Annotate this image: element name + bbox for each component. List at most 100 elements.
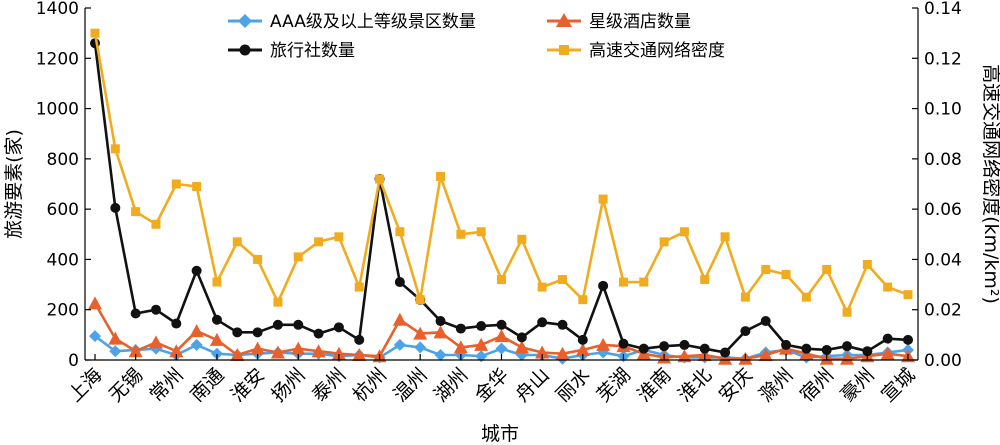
- data-point-circle: [577, 334, 588, 345]
- legend: AAA级及以上等级景区数量 星级酒店数量 旅行社数量 高速交通网络密度: [228, 12, 725, 61]
- data-point-circle: [903, 334, 913, 345]
- right-y-tick-label: 0.06: [924, 200, 962, 220]
- data-point-circle: [659, 341, 670, 352]
- legend-diamond-marker: [238, 14, 252, 28]
- data-point-square: [517, 234, 527, 244]
- data-point-triangle: [270, 345, 285, 359]
- data-point-circle: [211, 314, 222, 325]
- data-point-square: [293, 252, 303, 262]
- data-point-square: [476, 227, 486, 237]
- series-2: [90, 38, 913, 358]
- data-point-diamond: [475, 350, 488, 363]
- data-point-triangle: [311, 344, 326, 358]
- data-point-diamond: [190, 338, 203, 351]
- data-point-triangle: [880, 346, 895, 360]
- data-point-circle: [821, 344, 832, 355]
- x-axis-title: 城市: [481, 423, 519, 445]
- right-y-tick-label: 0.02: [924, 301, 962, 321]
- right-y-tick-label: 0.04: [924, 250, 962, 270]
- data-point-square: [557, 275, 567, 285]
- data-point-circle: [557, 319, 568, 330]
- data-point-circle: [150, 304, 161, 315]
- data-point-square: [883, 282, 893, 292]
- data-point-circle: [699, 343, 710, 354]
- data-point-square: [314, 237, 324, 247]
- data-point-circle: [598, 280, 609, 291]
- data-point-circle: [537, 317, 548, 328]
- data-point-circle: [781, 339, 792, 350]
- data-point-circle: [638, 343, 649, 354]
- data-point-square: [395, 227, 405, 237]
- data-point-square: [192, 182, 202, 192]
- data-point-triangle: [291, 341, 306, 355]
- data-point-circle: [740, 326, 751, 337]
- data-point-circle: [435, 316, 446, 327]
- data-point-square: [537, 282, 547, 292]
- data-point-circle: [171, 318, 182, 329]
- legend-circle-marker: [239, 44, 251, 56]
- data-point-circle: [679, 339, 690, 350]
- data-point-triangle: [474, 337, 489, 351]
- data-point-circle: [496, 319, 507, 330]
- right-y-tick-label: 0.14: [924, 0, 962, 19]
- data-point-circle: [130, 308, 141, 319]
- data-point-triangle: [494, 329, 509, 343]
- data-point-triangle: [189, 324, 204, 338]
- data-point-square: [781, 270, 791, 280]
- data-point-circle: [293, 319, 304, 330]
- data-point-square: [212, 277, 222, 287]
- data-point-square: [822, 264, 832, 274]
- data-point-diamond: [109, 345, 122, 358]
- data-point-square: [700, 275, 710, 285]
- data-point-square: [720, 232, 730, 242]
- data-point-triangle: [148, 335, 163, 349]
- data-point-triangle: [352, 347, 367, 361]
- data-point-square: [801, 292, 811, 302]
- data-point-triangle: [392, 312, 407, 326]
- data-point-square: [740, 292, 750, 302]
- data-point-triangle: [840, 351, 855, 365]
- data-point-square: [456, 229, 466, 239]
- data-point-diamond: [414, 341, 427, 354]
- left-y-tick-label: 1400: [36, 0, 79, 19]
- data-point-triangle: [413, 326, 428, 340]
- data-point-square: [232, 237, 242, 247]
- data-point-triangle: [88, 296, 102, 310]
- data-point-square: [110, 144, 120, 154]
- data-point-circle: [476, 321, 487, 332]
- data-point-triangle: [433, 325, 448, 339]
- data-point-square: [842, 307, 852, 317]
- left-y-tick-label: 0: [68, 351, 79, 371]
- data-point-triangle: [108, 331, 123, 345]
- series-3: [90, 28, 913, 317]
- legend-label: AAA级及以上等级景区数量: [270, 12, 476, 32]
- data-point-circle: [455, 323, 466, 334]
- data-point-triangle: [453, 340, 468, 354]
- legend-item-highway: 高速交通网络密度: [547, 41, 725, 61]
- data-point-square: [131, 207, 141, 217]
- data-point-circle: [394, 277, 405, 288]
- data-point-triangle: [758, 347, 773, 361]
- data-point-circle: [882, 333, 893, 344]
- left-y-tick-label: 1200: [36, 49, 79, 69]
- legend-triangle-marker: [556, 13, 572, 27]
- right-y-axis-title: 高速交通网络密度(km/km²): [980, 64, 1000, 304]
- data-point-circle: [354, 334, 365, 345]
- legend-label: 星级酒店数量: [589, 12, 691, 32]
- left-y-axis-title: 旅游要素(家): [3, 129, 25, 239]
- data-point-circle: [760, 316, 771, 327]
- data-point-circle: [313, 328, 324, 339]
- data-point-diamond: [210, 347, 223, 360]
- data-point-triangle: [555, 346, 570, 360]
- right-y-tick-label: 0.00: [924, 351, 962, 371]
- data-point-circle: [862, 346, 873, 357]
- data-point-square: [415, 295, 425, 305]
- data-point-circle: [516, 332, 527, 343]
- left-y-tick-label: 800: [47, 150, 79, 170]
- data-point-circle: [720, 347, 731, 358]
- series-layer: [88, 28, 915, 365]
- legend-square-marker: [559, 45, 569, 55]
- right-y-tick-label: 0.12: [924, 49, 962, 69]
- data-point-square: [903, 290, 913, 300]
